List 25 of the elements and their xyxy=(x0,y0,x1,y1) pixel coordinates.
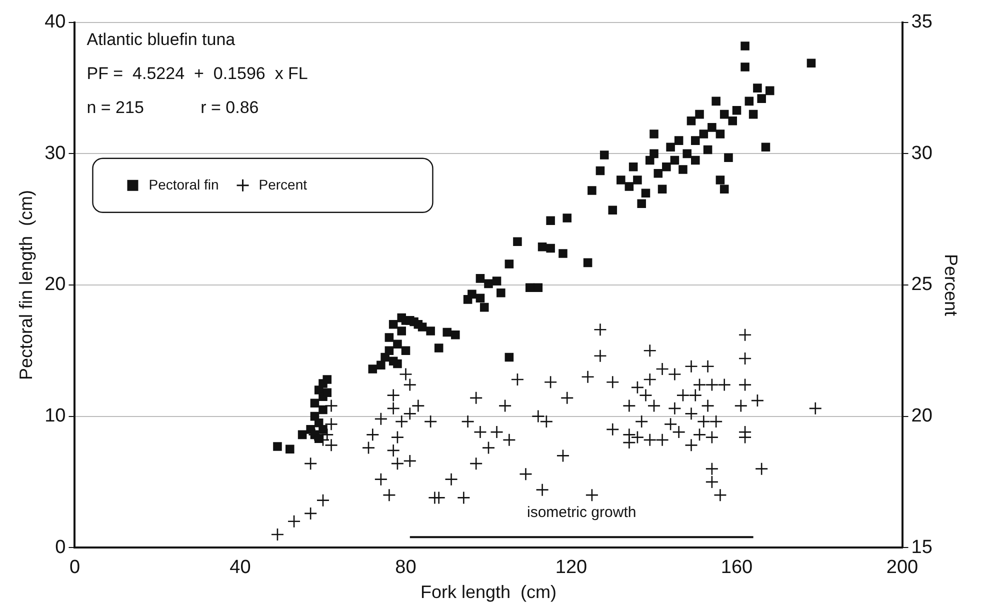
legend-label: Pectoral fin xyxy=(148,176,219,192)
y-tick-label: 20 xyxy=(44,274,66,296)
x-axis-title: Fork length (cm) xyxy=(420,582,557,602)
y2-axis-title: Percent xyxy=(941,254,962,316)
legend-label: Percent xyxy=(258,176,308,192)
y-tick-label: 10 xyxy=(44,406,66,427)
y-tick-label: 40 xyxy=(44,12,66,33)
y-tick-label: 30 xyxy=(44,142,66,164)
y2-tick-label: 25 xyxy=(911,274,932,296)
y-axis-title: Pectoral fin length (cm) xyxy=(16,190,36,380)
y-tick-label: 0 xyxy=(55,536,66,558)
x-tick-label: 40 xyxy=(230,557,251,578)
series-label: isometric growth xyxy=(526,504,636,522)
x-tick-label: 120 xyxy=(555,557,588,578)
annotation: Atlantic bluefin tuna xyxy=(86,30,236,50)
annotation: PF = 4.5224 + 0.1596 x FL xyxy=(86,64,308,84)
annotation: n = 215 r = 0.86 xyxy=(86,98,259,118)
y2-tick-label: 35 xyxy=(911,12,932,33)
x-tick-label: 200 xyxy=(886,557,918,578)
y2-tick-label: 15 xyxy=(911,536,932,558)
x-tick-label: 0 xyxy=(69,557,80,578)
y2-tick-label: 30 xyxy=(911,142,932,164)
x-tick-label: 80 xyxy=(395,557,416,578)
x-tick-label: 160 xyxy=(720,557,753,578)
y2-tick-label: 20 xyxy=(911,406,932,427)
